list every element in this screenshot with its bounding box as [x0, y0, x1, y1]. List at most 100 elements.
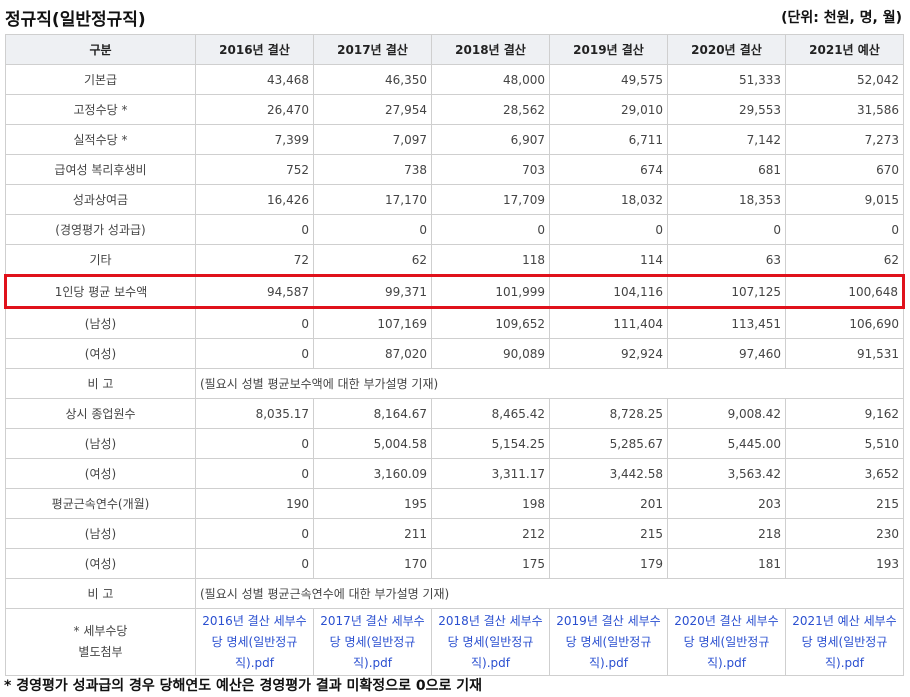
- table-cell: 230: [785, 518, 904, 549]
- pdf-download-link[interactable]: 2018년 결산 세부수당 명세(일반정규직).pdf: [438, 613, 543, 670]
- attachment-cell: 2021년 예산 세부수당 명세(일반정규직).pdf: [785, 608, 904, 676]
- table-cell: 198: [431, 488, 550, 519]
- row-label: 상시 종업원수: [5, 398, 196, 429]
- table-cell: 72: [195, 244, 314, 276]
- table-row: (여성) 0 87,020 90,089 92,924 97,460 91,531: [5, 338, 904, 369]
- table-cell: 17,709: [431, 184, 550, 215]
- remark-row: 비 고 (필요시 성별 평균보수액에 대한 부가설명 기재): [5, 368, 904, 399]
- table-cell: 46,350: [313, 64, 432, 95]
- attachment-row: * 세부수당 별도첨부 2016년 결산 세부수당 명세(일반정규직).pdf 201…: [5, 608, 904, 676]
- table-cell: 6,907: [431, 124, 550, 155]
- table-cell: 218: [667, 518, 786, 549]
- pdf-download-link[interactable]: 2016년 결산 세부수당 명세(일반정규직).pdf: [202, 613, 307, 670]
- attachment-label-line: 별도첨부: [78, 645, 123, 659]
- column-header: 2021년 예산: [785, 34, 904, 65]
- table-cell: 195: [313, 488, 432, 519]
- column-header: 2016년 결산: [195, 34, 314, 65]
- remark-label: 비 고: [5, 368, 196, 399]
- table-cell: 9,008.42: [667, 398, 786, 429]
- table-cell: 3,652: [785, 458, 904, 489]
- table-cell: 49,575: [549, 64, 668, 95]
- table-cell: 91,531: [785, 338, 904, 369]
- table-row: (남성) 0 5,004.58 5,154.25 5,285.67 5,445.00 5,5…: [5, 428, 904, 459]
- table-row: 실적수당 * 7,399 7,097 6,907 6,711 7,142 7,273: [5, 124, 904, 155]
- remark-row: 비 고 (필요시 성별 평균근속연수에 대한 부가설명 기재): [5, 578, 904, 609]
- row-label: 실적수당 *: [5, 124, 196, 155]
- table-cell: 0: [195, 548, 314, 579]
- table-cell: 90,089: [431, 338, 550, 369]
- table-row: 기본급 43,468 46,350 48,000 49,575 51,333 52,042: [5, 64, 904, 95]
- table-cell: 100,648: [785, 274, 905, 309]
- table-cell: 29,553: [667, 94, 786, 125]
- column-header: 구분: [5, 34, 196, 65]
- table-cell: 18,032: [549, 184, 668, 215]
- table-row: (여성) 0 170 175 179 181 193: [5, 548, 904, 579]
- table-cell: 6,711: [549, 124, 668, 155]
- table-cell: 0: [431, 214, 550, 245]
- table-cell: 3,311.17: [431, 458, 550, 489]
- unit-label: (단위: 천원, 명, 월): [781, 10, 902, 26]
- table-cell: 8,465.42: [431, 398, 550, 429]
- table-cell: 0: [195, 307, 314, 339]
- table-cell: 5,445.00: [667, 428, 786, 459]
- table-cell: 9,015: [785, 184, 904, 215]
- pdf-download-link[interactable]: 2021년 예산 세부수당 명세(일반정규직).pdf: [792, 613, 897, 670]
- attachment-cell: 2018년 결산 세부수당 명세(일반정규직).pdf: [431, 608, 550, 676]
- table-cell: 752: [195, 154, 314, 185]
- table-cell: 5,154.25: [431, 428, 550, 459]
- row-label: (여성): [5, 338, 196, 369]
- table-cell: 0: [195, 518, 314, 549]
- table-cell: 52,042: [785, 64, 904, 95]
- row-label: 1인당 평균 보수액: [4, 274, 196, 309]
- table-row: 평균근속연수(개월) 190 195 198 201 203 215: [5, 488, 904, 519]
- table-cell: 48,000: [431, 64, 550, 95]
- row-label: 고정수당 *: [5, 94, 196, 125]
- table-row: 성과상여금 16,426 17,170 17,709 18,032 18,353 9,015: [5, 184, 904, 215]
- table-cell: 670: [785, 154, 904, 185]
- remark-text: (필요시 성별 평균근속연수에 대한 부가설명 기재): [195, 578, 904, 609]
- table-cell: 62: [313, 244, 432, 276]
- pdf-download-link[interactable]: 2020년 결산 세부수당 명세(일반정규직).pdf: [674, 613, 779, 670]
- table-cell: 31,586: [785, 94, 904, 125]
- page-title: 정규직(일반정규직): [5, 10, 146, 30]
- table-cell: 27,954: [313, 94, 432, 125]
- table-cell: 0: [195, 338, 314, 369]
- table-row: 상시 종업원수 8,035.17 8,164.67 8,465.42 8,728.25 9…: [5, 398, 904, 429]
- table-cell: 5,285.67: [549, 428, 668, 459]
- table-cell: 211: [313, 518, 432, 549]
- table-cell: 109,652: [431, 307, 550, 339]
- remark-text: (필요시 성별 평균보수액에 대한 부가설명 기재): [195, 368, 904, 399]
- table-cell: 5,510: [785, 428, 904, 459]
- table-cell: 111,404: [549, 307, 668, 339]
- column-header: 2017년 결산: [313, 34, 432, 65]
- table-cell: 3,563.42: [667, 458, 786, 489]
- table-cell: 5,004.58: [313, 428, 432, 459]
- pdf-download-link[interactable]: 2019년 결산 세부수당 명세(일반정규직).pdf: [556, 613, 661, 670]
- attachment-label-line: * 세부수당: [73, 624, 128, 638]
- row-label: (경영평가 성과급): [5, 214, 196, 245]
- table-cell: 101,999: [431, 274, 550, 309]
- table-row: (경영평가 성과급) 0 0 0 0 0 0: [5, 214, 904, 245]
- row-label: 성과상여금: [5, 184, 196, 215]
- table-cell: 97,460: [667, 338, 786, 369]
- table-cell: 215: [549, 518, 668, 549]
- table-cell: 104,116: [549, 274, 668, 309]
- attachment-cell: 2017년 결산 세부수당 명세(일반정규직).pdf: [313, 608, 432, 676]
- pdf-download-link[interactable]: 2017년 결산 세부수당 명세(일반정규직).pdf: [320, 613, 425, 670]
- table-cell: 201: [549, 488, 668, 519]
- attachment-cell: 2019년 결산 세부수당 명세(일반정규직).pdf: [549, 608, 668, 676]
- table-cell: 94,587: [195, 274, 314, 309]
- table-cell: 0: [195, 214, 314, 245]
- table-cell: 51,333: [667, 64, 786, 95]
- table-cell: 18,353: [667, 184, 786, 215]
- table-cell: 62: [785, 244, 904, 276]
- table-cell: 16,426: [195, 184, 314, 215]
- table-cell: 0: [667, 214, 786, 245]
- table-cell: 9,162: [785, 398, 904, 429]
- table-cell: 107,125: [667, 274, 786, 309]
- table-cell: 0: [195, 458, 314, 489]
- table-cell: 0: [549, 214, 668, 245]
- table-cell: 99,371: [313, 274, 432, 309]
- table-cell: 114: [549, 244, 668, 276]
- table-cell: 8,728.25: [549, 398, 668, 429]
